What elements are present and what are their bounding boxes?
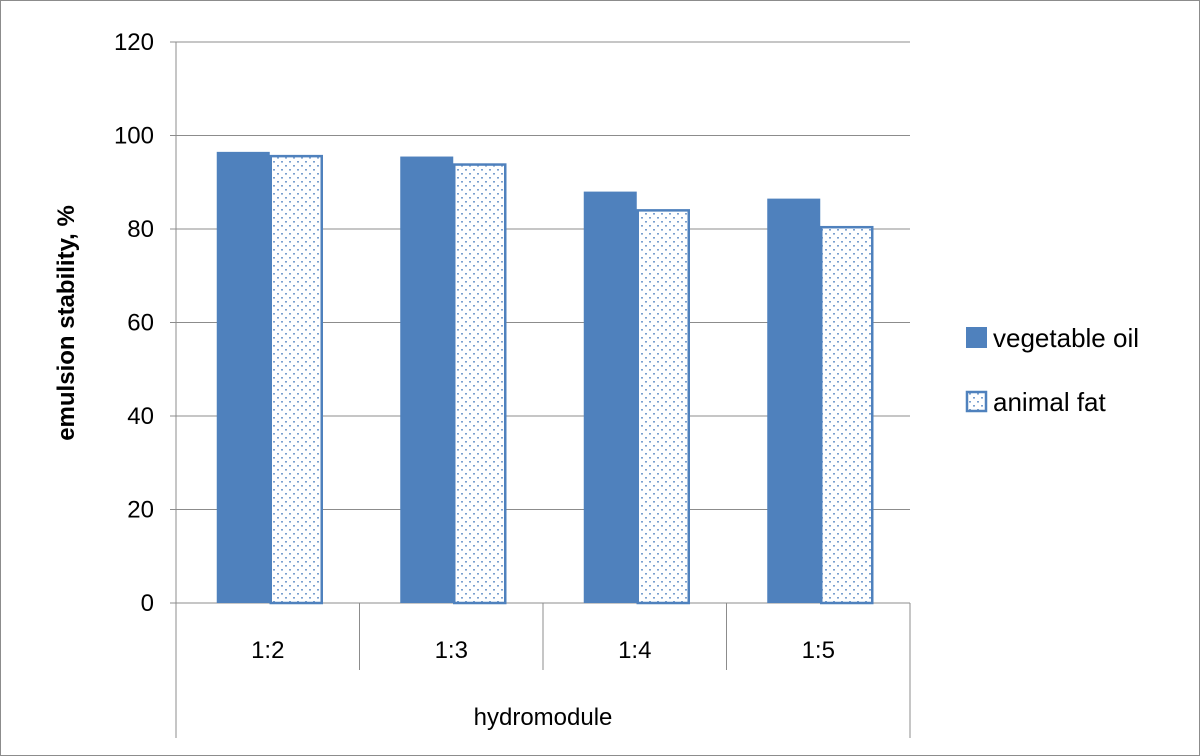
- y-tick-label: 60: [127, 310, 154, 337]
- legend-label: vegetable oil: [993, 323, 1139, 353]
- y-tick-label: 0: [141, 590, 154, 617]
- x-tick-label: 1:2: [251, 637, 284, 664]
- bar-vegetable-oil-1-3: [400, 156, 454, 603]
- legend-swatch: [966, 327, 987, 348]
- y-tick-label: 100: [114, 123, 154, 150]
- y-tick-label: 20: [127, 497, 154, 524]
- x-axis-title: hydromodule: [474, 704, 613, 731]
- x-tick-label: 1:5: [802, 637, 835, 664]
- axes: [170, 41, 911, 738]
- y-tick-label: 120: [114, 29, 154, 56]
- y-tick-label: 80: [127, 216, 154, 243]
- bar-animal-fat-1-5: [820, 225, 874, 605]
- bar-animal-fat-1-3: [453, 163, 507, 605]
- x-tick-label: 1:3: [435, 637, 468, 664]
- bar-animal-fat-1-4: [636, 209, 690, 605]
- x-tick-label: 1:4: [618, 637, 651, 664]
- legend-swatch: [965, 390, 988, 413]
- bar-vegetable-oil-1-4: [583, 191, 637, 603]
- y-axis-title: emulsion stability, %: [53, 205, 80, 441]
- bar-vegetable-oil-1-2: [216, 151, 270, 604]
- legend-label: animal fat: [993, 387, 1106, 417]
- bar-animal-fat-1-2: [269, 154, 323, 605]
- tick-labels: 0 20 40 60 80 100 120 1:2 1:3 1:4 1:5: [114, 29, 835, 664]
- y-tick-label: 40: [127, 403, 154, 430]
- legend: vegetable oil animal fat: [965, 323, 1139, 417]
- bar-vegetable-oil-1-5: [767, 198, 821, 604]
- bars: [216, 151, 874, 605]
